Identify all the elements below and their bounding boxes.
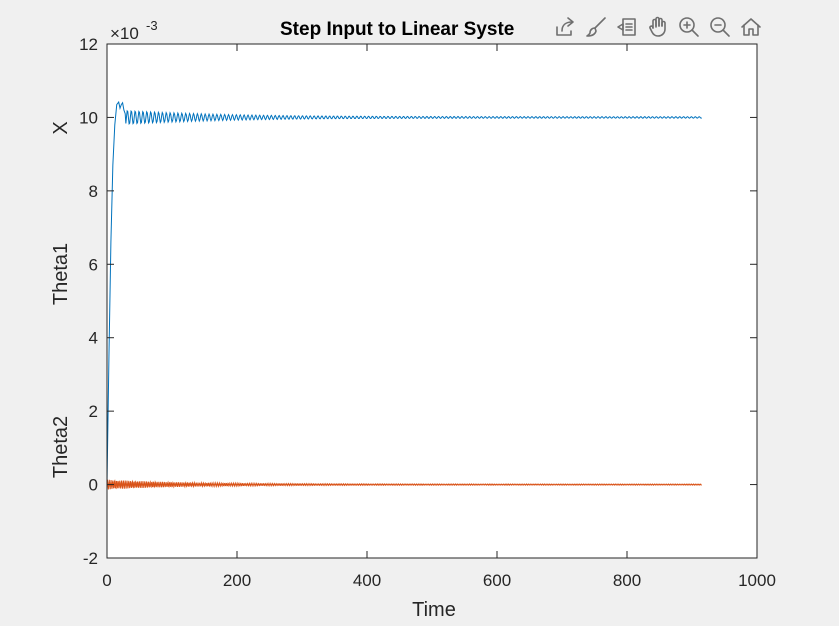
pan-button[interactable] bbox=[643, 13, 672, 42]
series-line-theta bbox=[106, 479, 702, 490]
y-axis-label-x: X bbox=[50, 121, 72, 134]
brush-button[interactable] bbox=[581, 13, 610, 42]
y-tick-label: 12 bbox=[79, 35, 98, 54]
x-tick-label: 600 bbox=[483, 571, 511, 590]
series-layer bbox=[106, 100, 702, 490]
datatip-button[interactable] bbox=[612, 13, 641, 42]
zoom-out-icon bbox=[709, 17, 730, 37]
pan-icon bbox=[648, 16, 666, 37]
x-tick-label: 200 bbox=[223, 571, 251, 590]
datatip-icon bbox=[616, 18, 636, 36]
y-tick-label: 8 bbox=[89, 182, 98, 201]
brush-icon bbox=[585, 17, 606, 37]
y-tick-label: 0 bbox=[89, 476, 98, 495]
x-tick-label: 800 bbox=[613, 571, 641, 590]
zoom-out-button[interactable] bbox=[705, 13, 734, 42]
chart-title: Step Input to Linear Syste bbox=[280, 19, 514, 40]
axes-toolbar bbox=[550, 12, 765, 42]
zoom-in-button[interactable] bbox=[674, 13, 703, 42]
export-button[interactable] bbox=[550, 13, 579, 42]
y-tick-label: 2 bbox=[89, 402, 98, 421]
x-tick-label: 400 bbox=[353, 571, 381, 590]
zoom-in-icon bbox=[678, 17, 699, 37]
home-button[interactable] bbox=[736, 13, 765, 42]
y-exponent-power: -3 bbox=[146, 18, 158, 33]
x-tick-label: 1000 bbox=[738, 571, 776, 590]
x-axis-label: Time bbox=[412, 599, 456, 621]
x-tick-label: 0 bbox=[102, 571, 111, 590]
axes-background bbox=[107, 44, 757, 558]
export-icon bbox=[555, 17, 574, 36]
axes-box bbox=[106, 43, 758, 559]
home-icon bbox=[740, 18, 761, 36]
series-line-x bbox=[106, 100, 702, 485]
y-exponent-base: ×10 bbox=[110, 24, 139, 43]
y-tick-label: 6 bbox=[89, 255, 98, 274]
y-tick-label: -2 bbox=[83, 549, 98, 568]
y-axis-label-theta2: Theta2 bbox=[50, 416, 72, 478]
y-axis-label-theta1: Theta1 bbox=[50, 243, 72, 305]
y-tick-label: 10 bbox=[79, 108, 98, 127]
y-tick-label: 4 bbox=[89, 329, 98, 348]
